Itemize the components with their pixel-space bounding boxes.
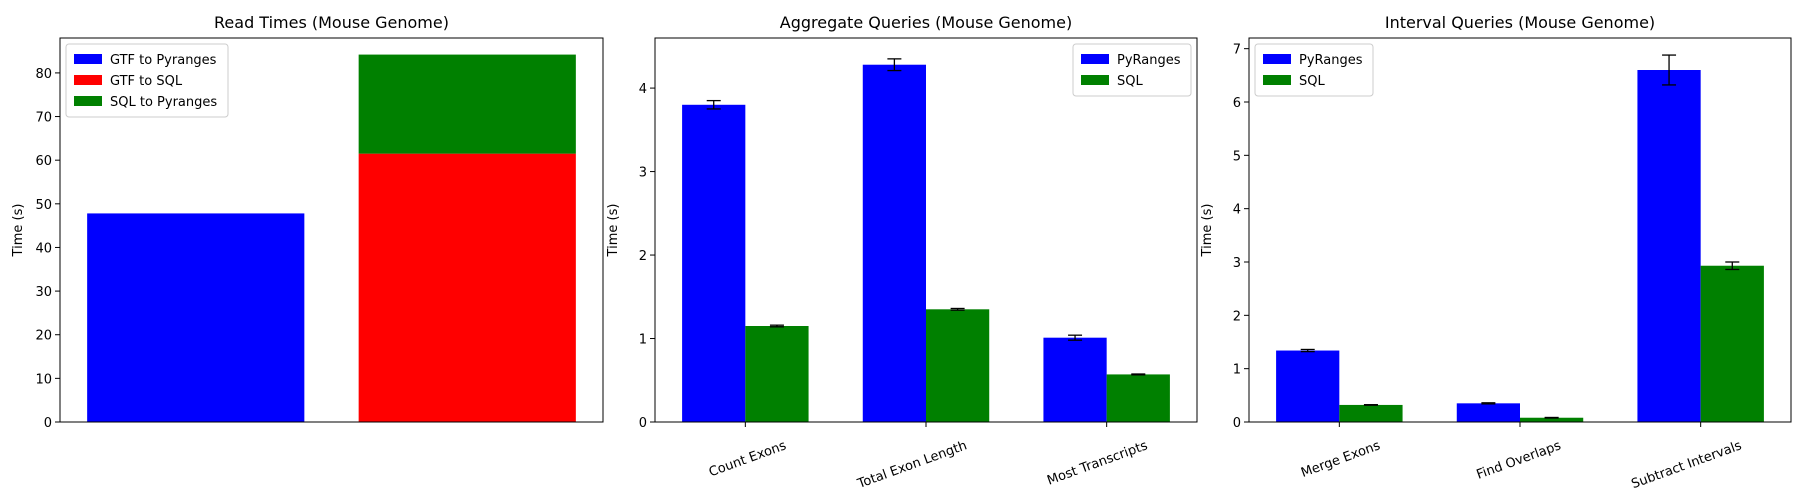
bar-sql bbox=[1520, 417, 1584, 422]
bar-sql bbox=[745, 326, 809, 422]
legend-swatch bbox=[74, 54, 102, 64]
x-tick-label: Merge Exons bbox=[1299, 438, 1383, 481]
axes-frame bbox=[654, 37, 1198, 423]
bar-sql bbox=[926, 309, 990, 422]
x-tick-label: Total Exon Length bbox=[855, 438, 969, 492]
legend: GTF to Pyranges GTF to SQL SQL to Pyranges bbox=[65, 43, 229, 118]
legend-label: SQL bbox=[1117, 74, 1143, 89]
y-tick-label: 0 bbox=[44, 416, 52, 431]
bar-gtf-to-sql bbox=[358, 153, 576, 423]
chart-title: Interval Queries (Mouse Genome) bbox=[1385, 13, 1655, 32]
y-tick-label: 6 bbox=[1233, 96, 1241, 111]
legend-label: SQL bbox=[1299, 74, 1325, 89]
legend-label: PyRanges bbox=[1299, 53, 1363, 68]
axes-frame bbox=[1248, 37, 1792, 423]
y-tick-label: 0 bbox=[1233, 416, 1241, 431]
y-tick-label: 40 bbox=[35, 241, 52, 256]
legend-swatch bbox=[74, 75, 102, 85]
legend-label: GTF to SQL bbox=[110, 74, 183, 89]
axes-frame bbox=[59, 37, 604, 423]
bar-sql bbox=[1339, 404, 1403, 422]
x-tick-label: Subtract Intervals bbox=[1630, 438, 1744, 492]
x-tick-label: Count Exons bbox=[707, 438, 789, 480]
legend-label: GTF to Pyranges bbox=[110, 53, 217, 68]
y-tick-label: 3 bbox=[639, 166, 647, 181]
y-tick-label: 4 bbox=[639, 82, 647, 97]
bar-sql-to-pyranges bbox=[358, 54, 576, 154]
y-tick-label: 1 bbox=[639, 333, 647, 348]
legend-label: PyRanges bbox=[1117, 53, 1181, 68]
y-axis-label: Time (s) bbox=[11, 204, 26, 258]
legend-swatch bbox=[1081, 54, 1109, 64]
y-tick-label: 30 bbox=[35, 285, 52, 300]
y-tick-label: 5 bbox=[1233, 149, 1241, 164]
y-tick-label: 4 bbox=[1233, 203, 1241, 218]
bar-sql bbox=[1106, 374, 1170, 422]
chart-2: Aggregate Queries (Mouse Genome) 0 1 2 3 4 Tim… bbox=[606, 13, 1198, 492]
x-tick-label: Most Transcripts bbox=[1045, 438, 1150, 488]
y-tick-label: 7 bbox=[1233, 43, 1241, 58]
y-axis-label: Time (s) bbox=[1200, 204, 1215, 258]
y-tick-label: 80 bbox=[35, 67, 52, 82]
bar-gtf-to-pyranges bbox=[87, 213, 305, 422]
bar-pyranges bbox=[682, 104, 746, 423]
legend-swatch bbox=[1263, 54, 1291, 64]
bar-pyranges bbox=[1456, 403, 1520, 422]
y-tick-label: 0 bbox=[639, 416, 647, 431]
y-tick-label: 10 bbox=[35, 372, 52, 387]
bar-sql bbox=[1700, 265, 1764, 422]
bar-pyranges bbox=[862, 64, 926, 422]
legend-swatch bbox=[1081, 75, 1109, 85]
y-tick-label: 60 bbox=[35, 154, 52, 169]
y-tick-label: 1 bbox=[1233, 363, 1241, 378]
legend: PyRanges SQL bbox=[1254, 43, 1374, 97]
legend: PyRanges SQL bbox=[1072, 43, 1192, 97]
chart-title: Aggregate Queries (Mouse Genome) bbox=[780, 13, 1072, 32]
chart-3: Interval Queries (Mouse Genome) 0 1 2 3 4 5 6 7 T… bbox=[1200, 13, 1792, 492]
x-tick-label: Find Overlaps bbox=[1475, 438, 1564, 482]
y-tick-label: 70 bbox=[35, 111, 52, 126]
legend-swatch bbox=[74, 96, 102, 106]
bar-pyranges bbox=[1276, 350, 1340, 422]
bar-pyranges bbox=[1043, 337, 1107, 422]
bar-pyranges bbox=[1637, 70, 1701, 422]
y-tick-label: 50 bbox=[35, 198, 52, 213]
legend-frame bbox=[65, 43, 229, 118]
y-tick-label: 2 bbox=[639, 249, 647, 264]
chart-1: Read Times (Mouse Genome) 0 10 20 30 40 50 60 70… bbox=[11, 13, 604, 431]
y-tick-label: 3 bbox=[1233, 256, 1241, 271]
legend-swatch bbox=[1263, 75, 1291, 85]
chart-title: Read Times (Mouse Genome) bbox=[214, 13, 449, 32]
y-axis-label: Time (s) bbox=[606, 204, 621, 258]
y-tick-label: 2 bbox=[1233, 309, 1241, 324]
legend-label: SQL to Pyranges bbox=[110, 95, 217, 110]
y-tick-label: 20 bbox=[35, 329, 52, 344]
